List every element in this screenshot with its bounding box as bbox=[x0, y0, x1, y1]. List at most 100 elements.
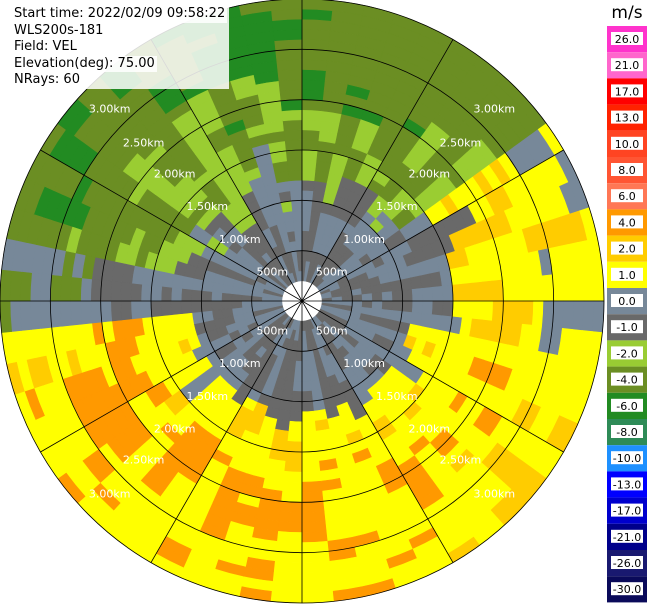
velocity-gate bbox=[301, 18, 332, 32]
velocity-gate bbox=[301, 390, 313, 402]
azimuth-spoke bbox=[40, 300, 303, 453]
range-labels: 500m 1.00km 1.50km 2.00km 2.50km 3.00km 500m 1.… bbox=[89, 103, 515, 501]
velocity-gate bbox=[491, 279, 504, 302]
velocity-gate bbox=[294, 230, 303, 242]
velocity-gate bbox=[9, 270, 23, 302]
velocity-gate bbox=[29, 300, 43, 330]
velocity-gate bbox=[301, 350, 309, 362]
velocity-gate bbox=[285, 440, 303, 453]
velocity-gate bbox=[9, 300, 23, 332]
velocity-gate bbox=[293, 220, 303, 232]
velocity-gate bbox=[241, 300, 253, 308]
velocity-gate bbox=[284, 450, 303, 463]
velocity-gate bbox=[301, 490, 324, 503]
range-label: 2.50km bbox=[440, 137, 482, 150]
azimuth-spoke bbox=[40, 149, 303, 302]
velocity-gate bbox=[401, 300, 414, 313]
azimuth-spoke bbox=[301, 39, 454, 302]
velocity-gate bbox=[272, 570, 303, 584]
velocity-gate bbox=[110, 300, 123, 322]
velocity-gate bbox=[282, 210, 294, 223]
velocity-gate bbox=[471, 300, 484, 321]
range-label: 1.00km bbox=[343, 233, 385, 246]
range-label: 1.50km bbox=[376, 390, 418, 403]
velocity-gate bbox=[301, 370, 311, 382]
velocity-gate bbox=[461, 282, 474, 302]
velocity-gate bbox=[301, 400, 314, 413]
velocity-gate bbox=[289, 410, 303, 423]
range-label: 500m bbox=[316, 265, 348, 278]
velocity-gate bbox=[291, 390, 303, 402]
velocity-gate bbox=[50, 300, 63, 328]
velocity-gate bbox=[301, 480, 323, 493]
velocity-gate bbox=[481, 280, 494, 302]
velocity-gate bbox=[301, 520, 327, 533]
velocity-gate bbox=[441, 284, 454, 302]
velocity-gate bbox=[531, 300, 544, 327]
velocity-gate bbox=[441, 300, 454, 318]
velocity-gate bbox=[281, 109, 303, 122]
velocity-gate bbox=[287, 420, 303, 433]
velocity-gate bbox=[280, 200, 293, 213]
velocity-gate bbox=[273, 560, 303, 574]
velocity-gate bbox=[292, 380, 303, 392]
velocity-gate bbox=[301, 49, 329, 62]
velocity-gate bbox=[491, 300, 504, 323]
velocity-gate bbox=[481, 300, 494, 322]
velocity-gate bbox=[120, 300, 133, 321]
velocity-gate bbox=[295, 240, 303, 252]
velocity-gate bbox=[296, 250, 303, 262]
elevation: Elevation(deg): 75.00 bbox=[12, 55, 157, 72]
velocity-gate bbox=[301, 510, 326, 523]
velocity-gate bbox=[150, 284, 163, 302]
velocity-gate bbox=[201, 310, 214, 323]
azimuth-spoke bbox=[301, 300, 564, 453]
velocity-gate bbox=[270, 591, 303, 604]
velocity-gate bbox=[301, 380, 312, 392]
velocity-gate bbox=[283, 460, 303, 473]
range-label: 2.50km bbox=[123, 137, 165, 150]
velocity-gate bbox=[411, 300, 424, 314]
velocity-gate bbox=[431, 300, 444, 317]
velocity-gate bbox=[301, 450, 320, 463]
velocity-gate bbox=[275, 540, 303, 553]
velocity-gate bbox=[261, 300, 273, 306]
velocity-gate bbox=[380, 281, 393, 293]
velocity-gate bbox=[390, 279, 403, 292]
velocity-gate bbox=[290, 189, 303, 202]
velocity-gate bbox=[451, 283, 464, 302]
velocity-gate bbox=[301, 460, 321, 473]
nrays: NRays: 60 bbox=[12, 72, 82, 89]
range-label: 500m bbox=[256, 325, 288, 338]
range-label: 2.00km bbox=[408, 168, 450, 181]
azimuth-spoke bbox=[150, 300, 303, 563]
velocity-gate bbox=[311, 389, 324, 402]
velocity-gate bbox=[190, 300, 203, 313]
velocity-gate bbox=[301, 580, 333, 594]
velocity-gate bbox=[293, 370, 303, 382]
velocity-gate bbox=[283, 129, 303, 142]
velocity-gate bbox=[301, 159, 318, 172]
velocity-gate bbox=[19, 300, 33, 331]
velocity-gate bbox=[301, 69, 327, 82]
velocity-gate bbox=[270, 0, 303, 11]
range-rings bbox=[0, 0, 605, 604]
velocity-gate bbox=[431, 285, 444, 302]
velocity-gate bbox=[301, 560, 331, 574]
velocity-gate bbox=[581, 300, 595, 332]
velocity-gate bbox=[301, 109, 323, 122]
velocity-gate bbox=[280, 99, 303, 112]
velocity-gate bbox=[301, 220, 311, 232]
velocity-gate bbox=[140, 300, 153, 319]
velocity-gate bbox=[592, 300, 605, 333]
velocity-gate bbox=[130, 300, 143, 320]
velocity-gate bbox=[451, 300, 464, 319]
velocity-gate bbox=[276, 530, 303, 543]
velocity-gate bbox=[180, 288, 193, 302]
range-label: 1.50km bbox=[376, 200, 418, 213]
velocity-gate bbox=[80, 300, 93, 325]
velocity-gate bbox=[511, 300, 524, 325]
velocity-gate bbox=[411, 288, 424, 302]
velocity-gate bbox=[401, 289, 414, 302]
velocity-gate bbox=[70, 276, 83, 302]
